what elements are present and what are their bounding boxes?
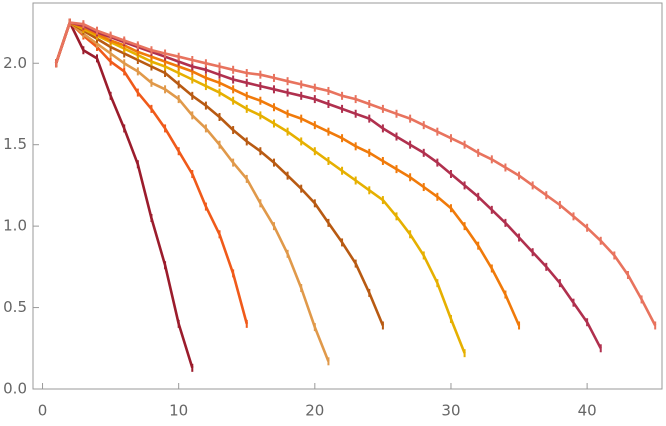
y-tick-label: 1.0 — [3, 217, 27, 235]
x-tick-label: 40 — [578, 402, 597, 420]
x-tick-label: 10 — [169, 402, 188, 420]
y-tick-label: 2.0 — [3, 54, 27, 72]
y-tick-label: 1.5 — [3, 135, 27, 153]
x-tick-label: 0 — [38, 402, 48, 420]
series-line — [54, 21, 657, 327]
y-tick-label: 0.5 — [3, 298, 27, 316]
x-tick-label: 30 — [441, 402, 460, 420]
x-tick-label: 20 — [305, 402, 324, 420]
plot-frame — [32, 2, 663, 390]
y-tick-label: 0.0 — [3, 380, 27, 398]
